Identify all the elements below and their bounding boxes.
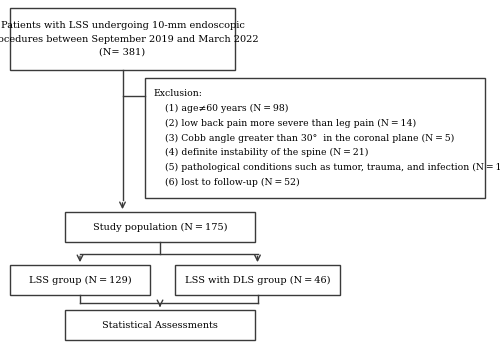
- Text: (5) pathological conditions such as tumor, trauma, and infection (N = 16): (5) pathological conditions such as tumo…: [153, 163, 500, 172]
- Text: (1) age≠60 years (N = 98): (1) age≠60 years (N = 98): [153, 104, 288, 113]
- Text: Study population (N = 175): Study population (N = 175): [93, 223, 227, 232]
- Text: (6) lost to follow-up (N = 52): (6) lost to follow-up (N = 52): [153, 178, 300, 187]
- Text: Statistical Assessments: Statistical Assessments: [102, 320, 218, 330]
- Text: (4) definite instability of the spine (N = 21): (4) definite instability of the spine (N…: [153, 148, 368, 157]
- Text: LSS group (N = 129): LSS group (N = 129): [28, 276, 132, 285]
- Text: (3) Cobb angle greater than 30°  in the coronal plane (N = 5): (3) Cobb angle greater than 30° in the c…: [153, 133, 454, 143]
- Text: LSS with DLS group (N = 46): LSS with DLS group (N = 46): [185, 276, 330, 285]
- Text: Patients with LSS undergoing 10-mm endoscopic
procedures between September 2019 : Patients with LSS undergoing 10-mm endos…: [0, 21, 258, 57]
- Bar: [10, 8, 235, 70]
- Bar: [175, 265, 340, 295]
- Text: (2) low back pain more severe than leg pain (N = 14): (2) low back pain more severe than leg p…: [153, 119, 416, 128]
- Bar: [65, 212, 255, 242]
- Bar: [145, 78, 485, 198]
- Bar: [65, 310, 255, 340]
- Text: Exclusion:: Exclusion:: [153, 89, 202, 98]
- Bar: [10, 265, 150, 295]
